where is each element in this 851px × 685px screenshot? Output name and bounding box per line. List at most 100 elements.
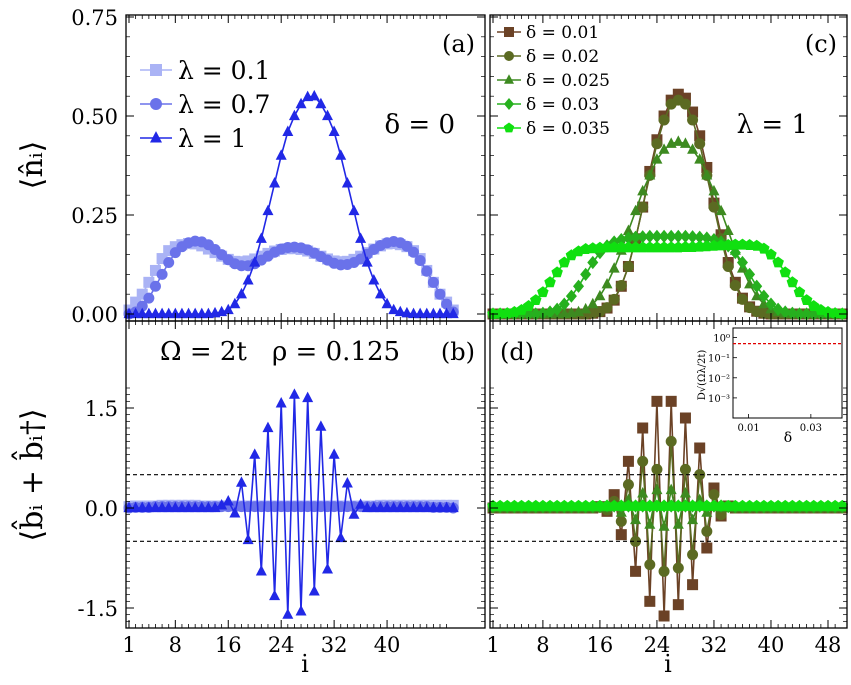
data-point-(c)-4-8 <box>544 276 556 288</box>
data-point-(c)-2-38 <box>758 297 770 309</box>
data-point-(c)-1-21 <box>637 201 649 213</box>
data-point-(a)-1-45 <box>421 265 433 277</box>
data-point-(d)-0-25 <box>665 395 677 407</box>
data-point-(c)-4-41 <box>779 266 791 278</box>
legend-marker <box>504 74 514 84</box>
data-point-(a)-2-34 <box>348 204 360 216</box>
data-point-(d)-1-24 <box>658 565 670 577</box>
data-point-(a)-2-26 <box>295 97 307 109</box>
x-tick-label: 24 <box>268 633 295 657</box>
data-point-(d)-2-25 <box>665 483 677 495</box>
inset-y-tick-label: 10⁻² <box>708 374 730 385</box>
data-point-(c)-4-44 <box>800 294 813 305</box>
data-point-(a)-1-5 <box>156 268 168 280</box>
data-point-(c)-3-28 <box>687 230 699 244</box>
data-point-(d)-2-29 <box>694 493 706 505</box>
data-point-(d)-1-31 <box>708 489 720 501</box>
data-point-(a)-2-41 <box>394 305 406 317</box>
data-point-(b)-2-23 <box>275 397 287 408</box>
data-point-(d)-2-26 <box>672 518 684 529</box>
data-point-(a)-1-6 <box>163 257 175 269</box>
data-point-(c)-2-13 <box>580 302 592 314</box>
data-point-(c)-1-16 <box>601 302 613 314</box>
x-tick-label: 1 <box>122 633 135 657</box>
data-point-(c)-2-31 <box>708 184 720 196</box>
data-point-(c)-3-23 <box>651 229 663 243</box>
data-point-(d)-2-23 <box>651 483 663 495</box>
data-point-(d)-1-29 <box>694 469 706 481</box>
data-point-(b)-2-26 <box>295 605 307 616</box>
data-point-(a)-1-46 <box>427 276 439 288</box>
data-point-(c)-2-30 <box>701 169 713 180</box>
data-point-(a)-2-25 <box>288 109 300 121</box>
data-point-(a)-1-44 <box>414 255 426 267</box>
inset-x-axis-label: δ <box>784 430 792 446</box>
data-point-(a)-2-28 <box>308 89 320 101</box>
data-point-(c)-2-12 <box>573 305 585 317</box>
data-point-(b)-2-19 <box>249 448 261 459</box>
x-tick-label: 16 <box>215 633 242 657</box>
data-point-(b)-2-33 <box>341 477 353 488</box>
legend-marker <box>150 64 162 76</box>
data-point-(d)-0-22 <box>644 595 656 607</box>
panel-b-annotation-right: ρ = 0.125 <box>272 337 400 367</box>
inset-frame <box>732 327 843 419</box>
data-point-(b)-2-14 <box>216 499 228 510</box>
data-point-(a)-0-1 <box>130 296 142 308</box>
data-point-(a)-2-37 <box>368 274 380 285</box>
data-point-(a)-2-30 <box>322 109 334 121</box>
data-point-(c)-4-9 <box>551 266 563 278</box>
x-axis-label: i <box>664 650 672 678</box>
data-point-(c)-3-24 <box>658 229 670 243</box>
data-point-(d)-2-24 <box>658 520 670 531</box>
data-point-(b)-2-25 <box>288 388 300 399</box>
data-point-(c)-2-33 <box>722 224 734 235</box>
data-point-(c)-3-26 <box>672 229 684 243</box>
inset-x-tick-label: 0.03 <box>800 423 822 434</box>
data-point-(d)-0-18 <box>615 529 627 541</box>
data-point-(c)-2-22 <box>644 169 656 180</box>
data-point-(a)-2-42 <box>401 306 413 318</box>
data-point-(c)-2-15 <box>594 289 606 301</box>
x-tick-label: 40 <box>758 633 785 657</box>
data-point-(a)-1-47 <box>434 288 446 300</box>
x-tick-label: 32 <box>701 633 728 657</box>
data-point-(a)-2-16 <box>229 297 241 309</box>
data-point-(a)-2-35 <box>355 232 367 243</box>
data-point-(b)-2-16 <box>229 507 241 518</box>
inset-y-tick-label: 10⁰ <box>713 334 730 345</box>
data-point-(a)-1-3 <box>143 292 155 304</box>
data-point-(c)-3-35 <box>736 255 748 270</box>
data-point-(c)-3-12 <box>573 279 585 293</box>
data-point-(c)-3-36 <box>744 267 756 281</box>
data-point-(a)-2-23 <box>275 149 287 160</box>
legend-marker <box>504 27 514 37</box>
text-layer: 0.00 0.25 0.50 0.75 (a) δ = 0 λ = 0.1 λ = 0.7 λ … <box>11 6 841 678</box>
data-point-(d)-0-30 <box>701 542 713 554</box>
legend-label: λ = 0.1 <box>178 56 270 85</box>
data-point-(a)-1-43 <box>408 246 420 258</box>
data-point-(d)-1-25 <box>665 435 677 447</box>
data-point-(a)-0-2 <box>136 288 148 300</box>
data-point-(a)-2-22 <box>269 176 281 188</box>
data-point-(c)-3-42 <box>786 306 798 320</box>
data-point-(b)-2-31 <box>328 448 340 459</box>
data-point-(b)-2-15 <box>222 495 234 506</box>
legend-marker <box>150 131 162 143</box>
inset-x-tick-label: 0.01 <box>737 423 759 434</box>
data-point-(a)-2-24 <box>282 125 294 136</box>
data-point-(c)-2-17 <box>608 262 620 273</box>
data-point-(d)-1-19 <box>622 479 634 491</box>
legend-label: δ = 0.03 <box>526 95 599 115</box>
data-point-(a)-2-38 <box>374 287 386 299</box>
data-point-(b)-2-35 <box>355 498 367 509</box>
data-point-(c)-3-38 <box>758 289 770 303</box>
data-point-(d)-0-28 <box>687 579 699 591</box>
panel-a-tag: (a) <box>442 30 475 58</box>
legend-label: λ = 1 <box>178 124 247 153</box>
data-point-(c)-3-14 <box>587 255 599 270</box>
data-point-(c)-2-23 <box>651 153 663 164</box>
data-point-(c)-1-34 <box>729 279 741 291</box>
panel-c-annotation: λ = 1 <box>737 110 808 140</box>
data-point-(c)-4-39 <box>765 248 777 260</box>
